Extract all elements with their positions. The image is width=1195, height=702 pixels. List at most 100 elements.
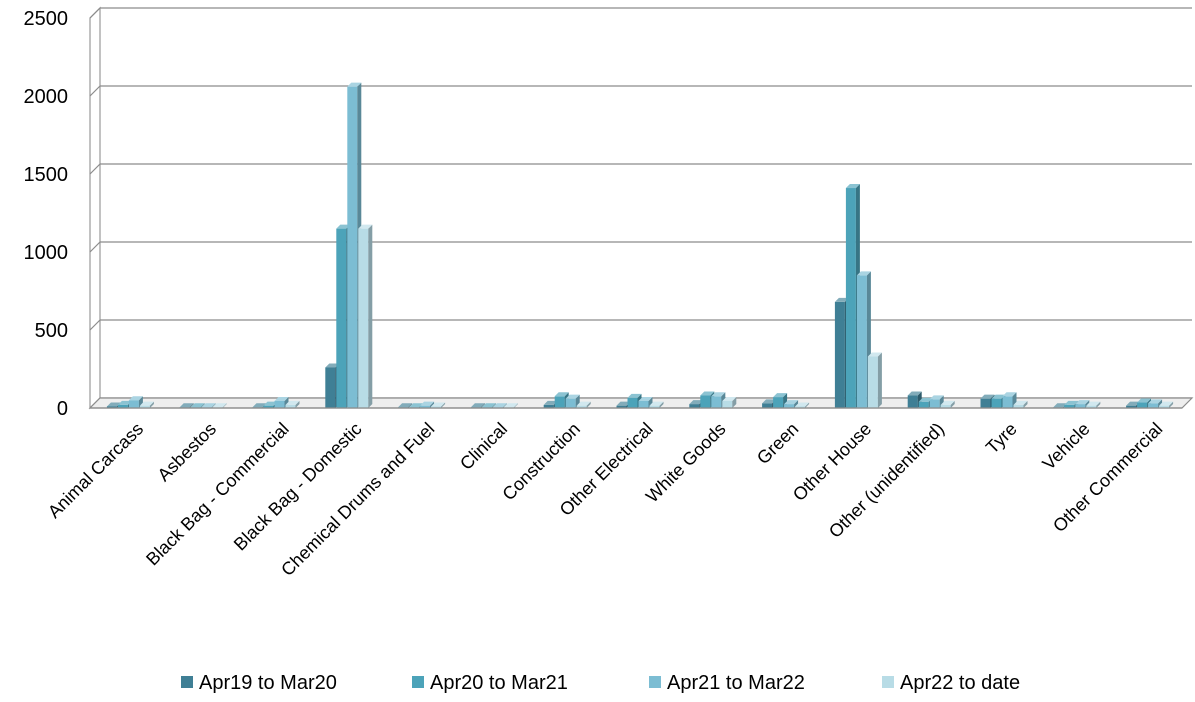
bar-front bbox=[565, 398, 576, 408]
bar-front bbox=[940, 404, 951, 408]
bar-3-4 bbox=[431, 402, 446, 408]
bar-front bbox=[700, 395, 711, 408]
bar-front bbox=[347, 86, 358, 408]
bar-3-8 bbox=[722, 396, 737, 408]
bar-top bbox=[179, 403, 194, 408]
bar-front bbox=[711, 396, 722, 408]
legend-swatch bbox=[412, 676, 424, 688]
bar-top bbox=[263, 401, 278, 406]
bar-top bbox=[358, 224, 373, 229]
x-tick-label: Chemical Drums and Fuel bbox=[277, 419, 438, 580]
bar-top bbox=[918, 397, 933, 402]
bar-front bbox=[689, 404, 700, 408]
bar-2-4 bbox=[420, 401, 435, 408]
bar-top bbox=[431, 402, 446, 407]
bar-front bbox=[649, 405, 660, 408]
bar-top bbox=[1053, 403, 1068, 408]
legend-label: Apr19 to Mar20 bbox=[199, 672, 337, 694]
x-tick-label: Black Bag - Domestic bbox=[230, 419, 366, 555]
bar-front bbox=[616, 405, 627, 408]
grid bbox=[88, 6, 1194, 410]
bar-top bbox=[834, 297, 849, 302]
bar-top bbox=[398, 403, 413, 408]
bar-side bbox=[408, 403, 413, 408]
legend: Apr19 to Mar20 Apr20 to Mar21 Apr21 to Mar… bbox=[181, 672, 1020, 694]
bar-side bbox=[430, 401, 435, 408]
bar-side bbox=[222, 403, 227, 408]
bar-side bbox=[441, 402, 446, 408]
bar-2-7 bbox=[638, 396, 653, 408]
bar-top bbox=[1075, 400, 1090, 405]
legend-item: Apr19 to Mar20 bbox=[181, 672, 337, 694]
bar-front bbox=[627, 397, 638, 408]
legend-label: Apr20 to Mar21 bbox=[430, 672, 568, 694]
bar-front bbox=[431, 406, 442, 408]
y-tick-label: 2500 bbox=[24, 8, 69, 30]
bar-top bbox=[106, 402, 121, 407]
y-axis: 0 500 1000 1500 2000 2500 bbox=[24, 8, 69, 420]
x-tick-label: Black Bag - Commercial bbox=[142, 419, 293, 570]
bar-front bbox=[918, 401, 929, 408]
bar-front bbox=[907, 395, 918, 408]
bar-top bbox=[980, 394, 995, 399]
bar-side bbox=[648, 396, 653, 408]
bar-top bbox=[252, 403, 267, 408]
bar-front bbox=[139, 405, 150, 408]
bar-front bbox=[358, 228, 369, 408]
bar-top bbox=[1159, 401, 1174, 406]
bar-top bbox=[773, 393, 788, 398]
bar-side bbox=[794, 400, 799, 408]
bar-front bbox=[1148, 403, 1159, 408]
bar-3-6 bbox=[576, 401, 591, 408]
bar-top bbox=[470, 403, 485, 408]
bar-top bbox=[1126, 401, 1141, 406]
bar-front bbox=[1075, 404, 1086, 408]
bar-side bbox=[502, 403, 507, 408]
bar-front bbox=[1086, 405, 1097, 408]
bar-front bbox=[336, 228, 347, 408]
bar-top bbox=[929, 395, 944, 400]
bar-side bbox=[1096, 401, 1101, 408]
bar-front bbox=[554, 396, 565, 408]
bar-top bbox=[274, 396, 289, 401]
legend-label: Apr21 to Mar22 bbox=[667, 672, 805, 694]
y-tick-label: 1000 bbox=[24, 242, 69, 264]
bar-3-7 bbox=[649, 401, 664, 408]
bar-front bbox=[1137, 402, 1148, 408]
bar-side bbox=[200, 403, 205, 408]
bar-top bbox=[565, 394, 580, 399]
bar-top bbox=[325, 363, 340, 368]
side-wall bbox=[89, 6, 101, 410]
bar-front bbox=[285, 404, 296, 408]
gridline-depth bbox=[89, 85, 101, 97]
x-tick-label: Animal Carcass bbox=[44, 419, 147, 522]
bar-side bbox=[659, 401, 664, 408]
bar-top bbox=[409, 403, 424, 408]
legend-swatch bbox=[181, 676, 193, 688]
bar-top bbox=[481, 403, 496, 408]
bar-3-0 bbox=[139, 401, 154, 408]
bar-front bbox=[420, 405, 431, 408]
bar-top bbox=[492, 403, 507, 408]
bar-top bbox=[117, 400, 132, 405]
y-tick-label: 1500 bbox=[24, 164, 69, 186]
bar-3-9 bbox=[795, 402, 810, 408]
y-tick-label: 2000 bbox=[24, 86, 69, 108]
bar-top bbox=[212, 403, 227, 408]
bar-top bbox=[576, 401, 591, 406]
bar-top bbox=[867, 352, 882, 357]
bar-front bbox=[784, 404, 795, 408]
bar-front bbox=[1064, 404, 1075, 408]
bar-side bbox=[138, 396, 143, 408]
bar-top bbox=[762, 399, 777, 404]
bar-top bbox=[711, 392, 726, 397]
gridline-depth bbox=[89, 241, 101, 253]
bar-side bbox=[732, 396, 737, 408]
bar-top bbox=[420, 401, 435, 406]
bar-side bbox=[513, 403, 518, 408]
bar-top bbox=[201, 403, 216, 408]
bar-top bbox=[503, 403, 518, 408]
bar-front bbox=[576, 405, 587, 408]
gridline-depth bbox=[89, 7, 101, 19]
